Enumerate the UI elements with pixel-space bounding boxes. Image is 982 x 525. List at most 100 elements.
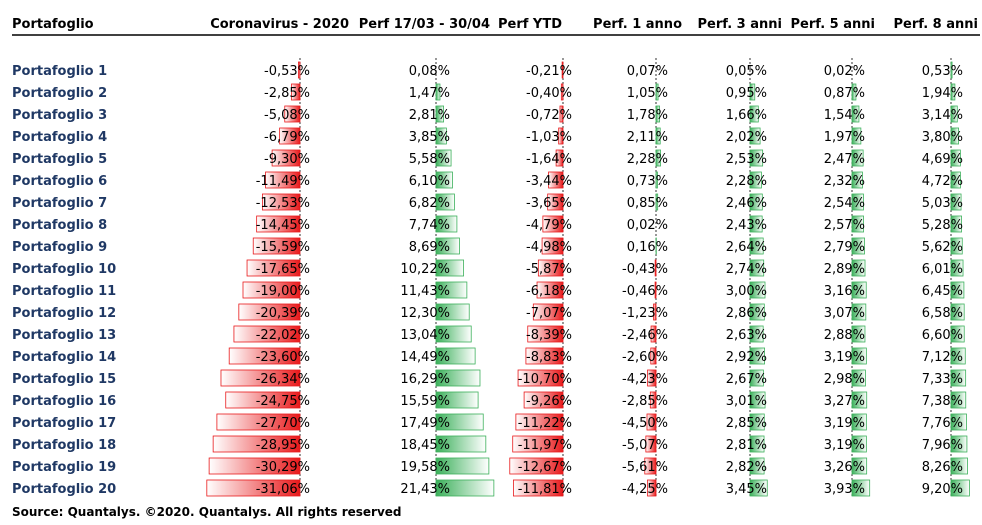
value-cell: 2,85%: [726, 416, 767, 431]
value-cell: 1,66%: [726, 108, 767, 123]
value-cell: 5,62%: [922, 240, 963, 255]
value-cell: 14,49%: [400, 350, 450, 365]
negative-data-bar: [547, 193, 564, 211]
value-cell: 3,45%: [726, 482, 767, 497]
value-cell: 6,01%: [922, 262, 963, 277]
positive-data-bar: [655, 105, 660, 123]
row-label: Portafoglio 10: [12, 262, 116, 277]
value-cell: -2,85%: [264, 86, 310, 101]
value-cell: 3,85%: [409, 130, 450, 145]
positive-data-bar: [749, 171, 762, 189]
value-cell: 3,93%: [824, 482, 865, 497]
value-cell: -28,95%: [256, 438, 310, 453]
positive-data-bar: [435, 303, 470, 321]
data-bars: [206, 58, 970, 498]
value-cell: -31,06%: [256, 482, 310, 497]
value-cell: 0,08%: [409, 64, 450, 79]
negative-data-bar: [265, 171, 301, 189]
value-cell: 2,86%: [726, 306, 767, 321]
value-cell: 2,28%: [627, 152, 668, 167]
negative-data-bar: [536, 281, 564, 299]
row-label: Portafoglio 14: [12, 350, 116, 365]
value-cell: 0,85%: [627, 196, 668, 211]
value-cell: 7,76%: [922, 416, 963, 431]
value-cell: -1,03%: [526, 130, 572, 145]
value-cell: 15,59%: [400, 394, 450, 409]
value-cell: 8,26%: [922, 460, 963, 475]
positive-data-bar: [435, 391, 479, 409]
value-cell: -20,39%: [256, 306, 310, 321]
positive-data-bar: [851, 391, 868, 409]
negative-data-bar: [647, 479, 657, 497]
value-cell: 4,69%: [922, 152, 963, 167]
positive-data-bar: [435, 413, 484, 431]
row-label: Portafoglio 13: [12, 328, 116, 343]
value-cell: 1,97%: [824, 130, 865, 145]
positive-data-bar: [749, 215, 763, 233]
positive-data-bar: [749, 369, 764, 387]
negative-data-bar: [225, 391, 301, 409]
positive-data-bar: [435, 259, 464, 277]
positive-data-bar: [950, 127, 959, 145]
value-cell: 7,38%: [922, 394, 963, 409]
value-cell: 0,07%: [627, 64, 668, 79]
positive-data-bar: [950, 413, 967, 431]
positive-data-bar: [950, 61, 953, 79]
value-cell: 1,94%: [922, 86, 963, 101]
positive-data-bar: [435, 105, 444, 123]
value-cell: -4,25%: [622, 482, 668, 497]
value-cell: -9,30%: [264, 152, 310, 167]
value-cell: -0,21%: [526, 64, 572, 79]
value-cell: 2,79%: [824, 240, 865, 255]
value-cell: 2,47%: [824, 152, 865, 167]
value-cell: 16,29%: [400, 372, 450, 387]
value-cell: 19,58%: [400, 460, 450, 475]
value-cell: 2,88%: [824, 328, 865, 343]
positive-data-bar: [851, 259, 866, 277]
value-cell: 0,02%: [824, 64, 865, 79]
positive-data-bar: [435, 193, 455, 211]
value-cell: 2,64%: [726, 240, 767, 255]
positive-data-bar: [950, 215, 962, 233]
value-cell: -7,07%: [526, 306, 572, 321]
row-label: Portafoglio 8: [12, 218, 107, 233]
value-cell: 13,04%: [400, 328, 450, 343]
value-cell: 0,95%: [726, 86, 767, 101]
positive-data-bar: [950, 347, 966, 365]
positive-data-bar: [655, 83, 659, 101]
positive-data-bar: [950, 259, 964, 277]
value-cell: -15,59%: [256, 240, 310, 255]
value-cell: 5,58%: [409, 152, 450, 167]
positive-data-bar: [655, 171, 658, 189]
value-cell: 2,89%: [824, 262, 865, 277]
value-cell: 4,72%: [922, 174, 963, 189]
negative-data-bar: [653, 303, 657, 321]
negative-data-bar: [541, 237, 564, 255]
value-cell: 3,19%: [824, 438, 865, 453]
value-cell: -9,26%: [526, 394, 572, 409]
positive-data-bar: [435, 435, 487, 453]
value-cell: 2,43%: [726, 218, 767, 233]
negative-data-bar: [279, 127, 301, 145]
value-cell: -8,39%: [526, 328, 572, 343]
value-cell: -8,83%: [526, 350, 572, 365]
negative-data-bar: [512, 479, 564, 497]
positive-data-bar: [435, 347, 476, 365]
positive-data-bar: [655, 127, 661, 145]
value-cell: -11,22%: [518, 416, 572, 431]
value-cell: -6,18%: [526, 284, 572, 299]
value-cell: -3,65%: [526, 196, 572, 211]
positive-data-bar: [851, 105, 860, 123]
negative-data-bar: [252, 237, 301, 255]
value-cell: -3,44%: [526, 174, 572, 189]
value-cell: -0,40%: [526, 86, 572, 101]
value-cell: 17,49%: [400, 416, 450, 431]
positive-data-bar: [950, 105, 958, 123]
positive-data-bar: [851, 479, 871, 497]
negative-data-bar: [561, 61, 564, 79]
positive-data-bar: [950, 457, 968, 475]
positive-data-bar: [950, 391, 967, 409]
negative-data-bar: [523, 391, 564, 409]
positive-data-bar: [749, 237, 764, 255]
positive-data-bar: [749, 149, 764, 167]
